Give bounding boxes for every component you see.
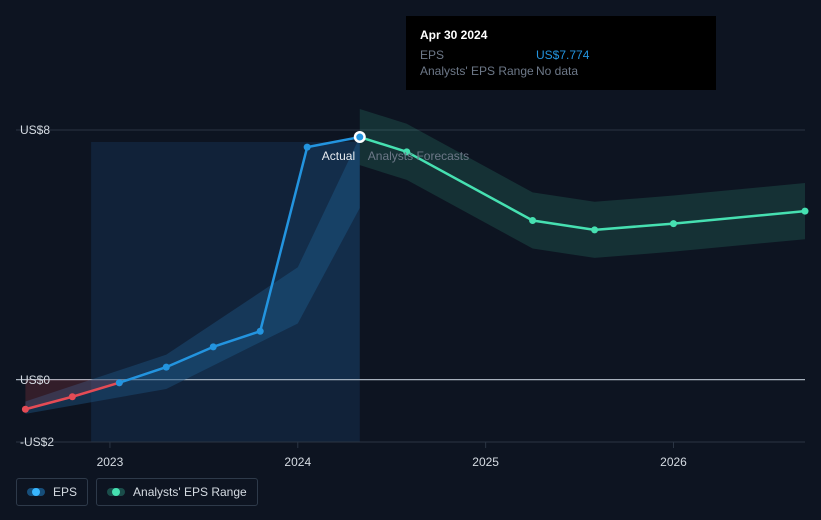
tooltip-row-label: EPS: [420, 48, 536, 62]
legend: EPS Analysts' EPS Range: [16, 478, 258, 506]
legend-item-eps[interactable]: EPS: [16, 478, 88, 506]
y-axis-label: -US$2: [20, 435, 54, 449]
tooltip-row-label: Analysts' EPS Range: [420, 64, 536, 78]
x-axis-label: 2024: [284, 455, 311, 469]
tooltip-row-range: Analysts' EPS Range No data: [420, 64, 702, 78]
legend-label: Analysts' EPS Range: [133, 485, 247, 499]
x-axis-label: 2026: [660, 455, 687, 469]
eps-chart: Actual Analysts Forecasts Apr 30 2024 EP…: [0, 0, 821, 520]
chart-tooltip: Apr 30 2024 EPS US$7.774 Analysts' EPS R…: [406, 16, 716, 90]
tooltip-row-value: US$7.774: [536, 48, 589, 62]
x-axis-label: 2023: [97, 455, 124, 469]
tooltip-date: Apr 30 2024: [420, 28, 702, 42]
actual-label: Actual: [322, 149, 355, 163]
tooltip-row-value: No data: [536, 64, 578, 78]
legend-item-range[interactable]: Analysts' EPS Range: [96, 478, 258, 506]
x-axis-label: 2025: [472, 455, 499, 469]
tooltip-row-eps: EPS US$7.774: [420, 48, 702, 62]
legend-swatch-eps: [27, 488, 45, 496]
forecast-label: Analysts Forecasts: [368, 149, 469, 163]
y-axis-label: US$0: [20, 373, 50, 387]
legend-swatch-range: [107, 488, 125, 496]
y-axis-label: US$8: [20, 123, 50, 137]
legend-label: EPS: [53, 485, 77, 499]
